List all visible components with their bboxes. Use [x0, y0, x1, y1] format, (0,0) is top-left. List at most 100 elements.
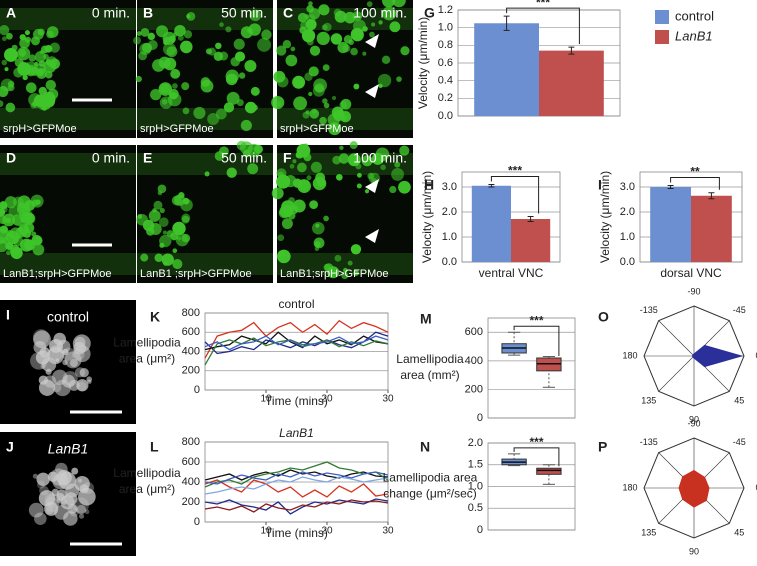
angle-label: -135	[640, 437, 658, 447]
y-tick-label: 1.5	[468, 459, 483, 471]
cell-blob	[315, 172, 326, 183]
significance-bracket	[670, 177, 720, 190]
arrowhead	[365, 179, 379, 193]
cell-blob	[339, 101, 348, 109]
cell-blob	[225, 26, 232, 33]
cell-blob	[305, 110, 310, 115]
y-tick-label: 0.2	[438, 92, 453, 104]
cell-blob	[343, 267, 348, 273]
cell-blob	[208, 47, 217, 56]
cell-blob	[163, 57, 177, 71]
cell-blob	[78, 478, 83, 483]
cell-blob	[356, 183, 362, 189]
x-axis-label: dorsal VNC	[660, 266, 722, 280]
cell-blob	[215, 42, 222, 50]
cell-blob	[79, 368, 89, 378]
cell-blob	[289, 163, 295, 169]
chart-title: LanB1	[279, 426, 314, 440]
cell-blob	[86, 376, 92, 382]
error-bar	[568, 46, 575, 55]
cell-blob	[249, 9, 262, 22]
y-tick-label: 0	[194, 384, 200, 396]
cell-blob	[294, 80, 300, 86]
cell-blob	[277, 249, 291, 264]
cell-blob	[350, 47, 358, 56]
cell-blob	[271, 187, 284, 200]
x-axis-label: Time (mins)	[265, 394, 328, 408]
cell-blob	[292, 199, 306, 213]
cell-blob	[182, 107, 190, 115]
cell-blob	[371, 22, 376, 27]
x-tick-label: 10	[260, 526, 272, 537]
panel-label: E	[143, 150, 152, 166]
box	[536, 467, 562, 475]
x-tick-label: 20	[321, 526, 333, 537]
cell-blob	[240, 26, 253, 39]
cell-blob	[44, 44, 53, 53]
cell-blob	[45, 70, 53, 79]
cell-blob	[158, 217, 169, 227]
y-tick-label: 600	[182, 456, 200, 468]
bar	[650, 187, 691, 262]
cell-blob	[335, 173, 343, 181]
cell-blob	[293, 96, 308, 111]
cell-blob	[328, 122, 342, 136]
cell-blob	[309, 45, 321, 56]
cell-blob	[244, 101, 257, 114]
cell-blob	[24, 239, 36, 251]
cell-blob	[19, 34, 26, 41]
cell-blob	[332, 96, 337, 101]
cell-blob	[284, 209, 292, 218]
cell-blob	[362, 51, 367, 56]
cell-blob	[334, 254, 342, 262]
cell-blob	[32, 328, 50, 346]
cell-blob	[389, 185, 397, 194]
cell-blob	[34, 51, 47, 63]
genotype-label: LanB1 ;srpH>GFPMoe	[140, 268, 252, 280]
cell-blob	[341, 272, 349, 280]
legend-label: control	[675, 8, 714, 23]
cell-blob	[6, 32, 13, 40]
radar-area	[691, 344, 744, 368]
y-tick-label: 400	[182, 476, 200, 488]
cell-blob	[382, 6, 397, 21]
cell-blob	[292, 159, 297, 164]
cell-blob	[38, 86, 47, 96]
significance-bracket	[513, 447, 560, 467]
cell-blob	[148, 209, 161, 222]
cell-blob	[163, 39, 169, 45]
cell-blob	[35, 199, 41, 205]
cell-blob	[0, 100, 4, 108]
cell-blob	[147, 32, 156, 41]
cell-blob	[391, 168, 404, 181]
cell-blob	[1, 36, 7, 42]
plot-frame	[487, 442, 576, 531]
cell-blob	[244, 60, 257, 73]
cell-blob	[71, 467, 79, 475]
genotype-label: srpH>GFPMoe	[140, 123, 214, 135]
panel-label: J	[6, 439, 14, 455]
cell-blob	[225, 73, 238, 86]
significance-bracket	[506, 7, 580, 45]
cell-blob	[344, 11, 356, 24]
cell-blob	[35, 350, 50, 365]
cell-blob	[261, 29, 272, 40]
cell-blob	[276, 168, 287, 179]
significance-bracket	[490, 176, 540, 214]
panel-label: D	[6, 150, 16, 166]
cell-blob	[233, 38, 245, 50]
y-tick-label: 1.0	[438, 22, 453, 34]
cell-blob	[157, 184, 167, 194]
y-axis-label: Lamellipodia	[113, 466, 181, 480]
significance-label: ***	[529, 313, 543, 327]
cell-blob	[380, 164, 386, 171]
y-tick-label: 0.0	[442, 256, 457, 268]
y-tick-label: 3.0	[442, 181, 457, 193]
x-axis-label: Time (mins)	[265, 526, 328, 540]
spoke	[658, 355, 695, 392]
angle-label: -90	[687, 286, 700, 296]
cell-blob	[34, 512, 47, 525]
cell-blob	[8, 206, 19, 217]
time-label: 100 min.	[353, 5, 407, 21]
cell-blob	[159, 207, 165, 214]
